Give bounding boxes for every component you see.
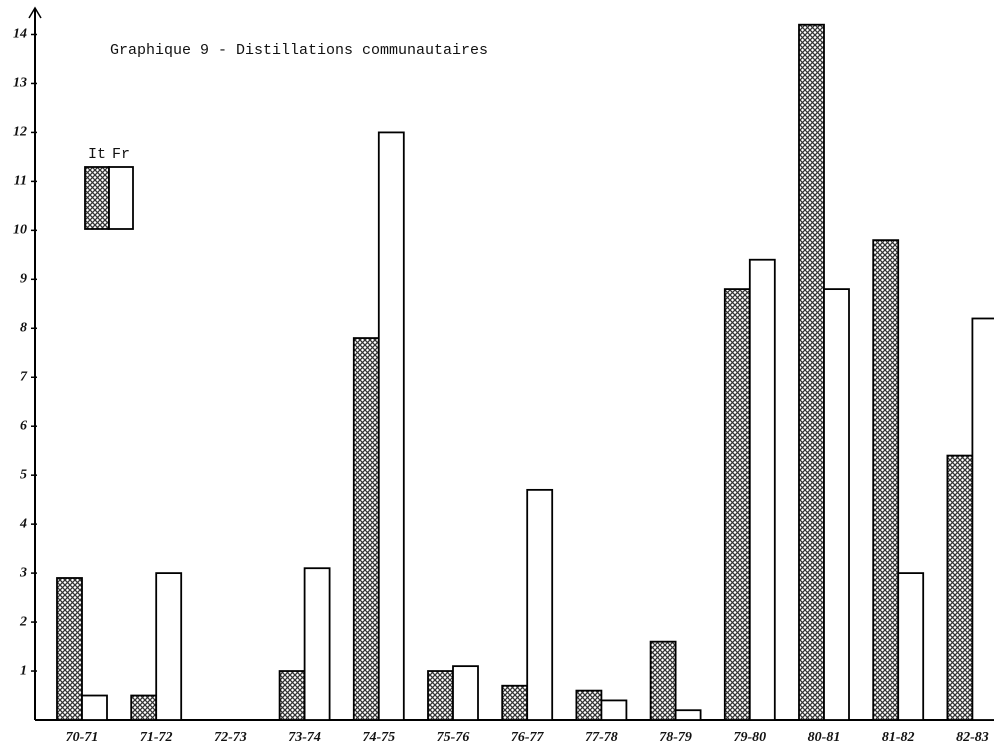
- bar: [897, 572, 925, 721]
- bar: [649, 640, 677, 721]
- bar: [278, 670, 306, 721]
- y-tick-label: 13: [13, 76, 27, 91]
- bar: [575, 689, 603, 721]
- x-tick-label: 78-79: [659, 730, 692, 745]
- y-tick-label: 6: [20, 418, 27, 433]
- bar: [452, 665, 479, 721]
- y-tick-label: 3: [19, 565, 27, 580]
- bar: [600, 699, 628, 721]
- y-tick-label: 9: [20, 272, 27, 287]
- y-tick-label: 4: [19, 516, 27, 531]
- bar: [501, 684, 529, 721]
- bar: [748, 258, 776, 721]
- bar: [723, 288, 751, 721]
- y-tick-label: 11: [14, 174, 27, 189]
- y-tick-label: 12: [13, 125, 27, 140]
- x-tick-label: 74-75: [362, 730, 395, 745]
- legend-label: Fr: [112, 146, 130, 163]
- x-tick-label: 72-73: [214, 730, 247, 745]
- bar: [427, 670, 454, 721]
- chart-title: Graphique 9 - Distillations communautair…: [110, 42, 488, 59]
- bar: [946, 454, 974, 721]
- y-tick-label: 10: [13, 223, 27, 238]
- y-tick-label: 7: [20, 369, 28, 384]
- bar: [303, 567, 331, 721]
- y-tick-label: 14: [13, 27, 27, 42]
- x-tick-label: 81-82: [882, 730, 915, 745]
- x-tick-label: 75-76: [437, 730, 470, 745]
- x-tick-label: 82-83: [956, 730, 989, 745]
- bar: [155, 572, 183, 721]
- bar: [130, 694, 158, 721]
- bar: [674, 709, 702, 721]
- y-tick-label: 8: [20, 320, 27, 335]
- axis-arrow: [28, 6, 42, 19]
- bar: [352, 337, 380, 721]
- legend-swatch: [108, 166, 134, 230]
- y-tick-label: 2: [19, 614, 27, 629]
- bar: [526, 488, 554, 721]
- y-tick-label: 5: [20, 467, 27, 482]
- x-tick-label: 76-77: [511, 730, 545, 745]
- legend-label: It: [88, 146, 106, 163]
- x-tick-label: 70-71: [66, 730, 99, 745]
- x-tick-label: 79-80: [733, 730, 766, 745]
- bar: [872, 239, 900, 721]
- bar: [798, 23, 825, 721]
- y-tick-label: 1: [20, 663, 27, 678]
- x-tick-label: 73-74: [288, 730, 321, 745]
- bar: [823, 288, 850, 721]
- x-tick-label: 80-81: [808, 730, 841, 745]
- bar: [971, 317, 994, 721]
- x-tick-label: 71-72: [140, 730, 173, 745]
- bar: [377, 131, 405, 721]
- legend-swatch: [84, 166, 110, 230]
- bar: [81, 694, 108, 721]
- bar: [56, 577, 83, 721]
- x-tick-label: 77-78: [585, 730, 618, 745]
